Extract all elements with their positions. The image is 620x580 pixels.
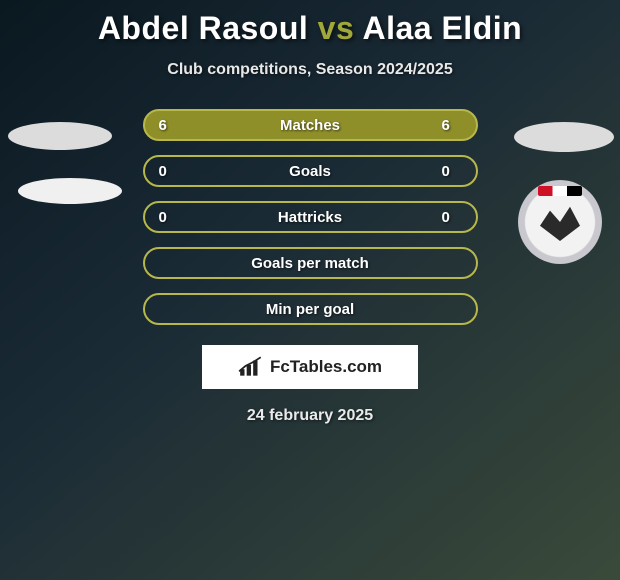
- stat-row-matches: 6 Matches 6: [143, 109, 478, 141]
- stat-label: Matches: [280, 117, 340, 134]
- stat-row-goals-per-match: Goals per match: [143, 247, 478, 279]
- vs-word: vs: [318, 10, 355, 46]
- stat-row-min-per-goal: Min per goal: [143, 293, 478, 325]
- player2-name: Alaa Eldin: [362, 10, 522, 46]
- stat-row-goals: 0 Goals 0: [143, 155, 478, 187]
- player1-avatar-placeholder: [8, 122, 112, 150]
- player2-club-badge: [518, 180, 602, 264]
- stat-row-hattricks: 0 Hattricks 0: [143, 201, 478, 233]
- player2-avatar-placeholder: [514, 122, 614, 152]
- stat-right-value: 0: [442, 209, 462, 226]
- stat-left-value: 6: [159, 117, 179, 134]
- player1-name: Abdel Rasoul: [98, 10, 308, 46]
- branding-badge: FcTables.com: [202, 345, 418, 389]
- bar-chart-icon: [238, 356, 264, 378]
- stat-label: Min per goal: [266, 301, 354, 318]
- stat-right-value: 0: [442, 163, 462, 180]
- stat-label: Hattricks: [278, 209, 342, 226]
- date-text: 24 february 2025: [0, 407, 620, 425]
- page-title: Abdel Rasoul vs Alaa Eldin: [0, 0, 620, 47]
- eagle-icon: [535, 203, 585, 241]
- branding-text: FcTables.com: [270, 357, 382, 377]
- player1-club-placeholder: [18, 178, 122, 204]
- flag-stripe-icon: [538, 186, 582, 196]
- stat-label: Goals: [289, 163, 331, 180]
- stat-left-value: 0: [159, 163, 179, 180]
- stat-left-value: 0: [159, 209, 179, 226]
- stat-right-value: 6: [442, 117, 462, 134]
- subtitle: Club competitions, Season 2024/2025: [0, 61, 620, 79]
- stat-label: Goals per match: [251, 255, 369, 272]
